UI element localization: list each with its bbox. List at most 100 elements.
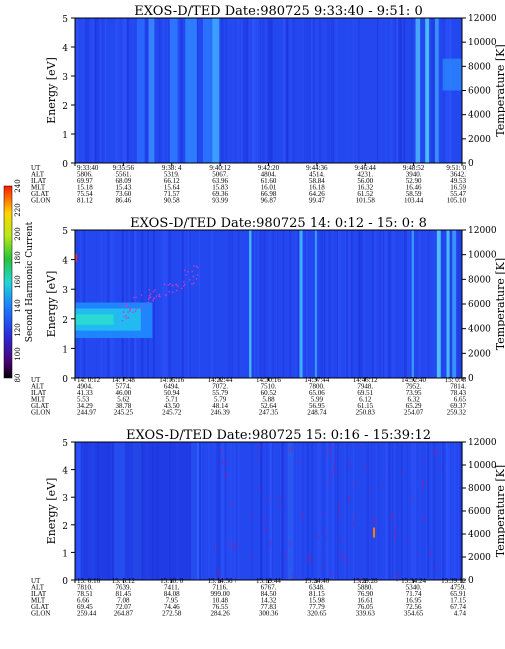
table-cell: 68.09 bbox=[116, 177, 132, 185]
heatmap-streak bbox=[297, 230, 301, 378]
table-cell: 7.95 bbox=[166, 597, 179, 605]
heatmap-streak bbox=[75, 442, 78, 580]
table-cell: 245.72 bbox=[162, 409, 182, 417]
y2-tick-label: 8000 bbox=[468, 484, 491, 494]
y2-tick-label: 4000 bbox=[468, 111, 491, 121]
heatmap-speckle bbox=[323, 548, 325, 553]
heatmap-speckle bbox=[337, 513, 339, 518]
heatmap-streak bbox=[279, 442, 282, 580]
heatmap-speckle bbox=[390, 516, 392, 521]
table-cell: 16.32 bbox=[357, 184, 373, 192]
heatmap-streak bbox=[282, 18, 286, 163]
heatmap-dot bbox=[126, 304, 128, 306]
table-cell: 3642. bbox=[450, 171, 466, 179]
heatmap-dot bbox=[168, 291, 171, 293]
y-tick-label: 3 bbox=[62, 494, 68, 504]
heatmap-streak bbox=[328, 230, 332, 378]
heatmap-dot bbox=[129, 310, 131, 312]
heatmap-streak bbox=[363, 230, 366, 378]
heatmap-dot bbox=[195, 265, 198, 268]
heatmap-streak bbox=[426, 230, 429, 378]
heatmap-streak bbox=[254, 18, 257, 163]
heatmap-streak bbox=[245, 18, 248, 163]
heatmap-streak bbox=[431, 18, 434, 163]
heatmap-speckle bbox=[340, 536, 342, 543]
table-cell: 9:33:40 bbox=[77, 164, 99, 172]
y-tick-label: 4 bbox=[62, 467, 68, 477]
table-cell: 14:22:44 bbox=[208, 376, 233, 384]
table-cell: 5340. bbox=[406, 584, 422, 592]
heatmap-streak bbox=[246, 18, 248, 163]
table-cell: 16.46 bbox=[406, 184, 422, 192]
table-cell: 272.58 bbox=[162, 610, 182, 618]
heatmap-streak bbox=[432, 230, 436, 378]
y2-tick-label: 12000 bbox=[468, 226, 497, 236]
heatmap-streak bbox=[400, 442, 403, 580]
y-tick-label: 5 bbox=[62, 15, 68, 25]
heatmap-streak bbox=[221, 442, 224, 580]
heatmap-streak bbox=[329, 18, 332, 163]
heatmap-speckle bbox=[306, 556, 308, 563]
heatmap-streak bbox=[259, 230, 263, 378]
table-cell: 15.18 bbox=[77, 184, 93, 192]
heatmap-streak bbox=[167, 18, 170, 163]
heatmap-speckle bbox=[233, 544, 235, 551]
heatmap-streak bbox=[179, 18, 183, 163]
heatmap-streak bbox=[376, 18, 379, 163]
heatmap-streak bbox=[406, 230, 410, 378]
heatmap-speckle bbox=[288, 448, 290, 452]
heatmap-streak bbox=[318, 230, 322, 378]
table-cell: 81.12 bbox=[77, 197, 93, 205]
table-cell: 7639. bbox=[116, 584, 132, 592]
heatmap-dot bbox=[125, 306, 128, 309]
heatmap-streak bbox=[260, 442, 262, 580]
table-cell: 61.52 bbox=[357, 190, 373, 198]
heatmap-streak bbox=[189, 230, 191, 378]
heatmap-streak bbox=[236, 230, 240, 378]
heatmap-streak bbox=[236, 230, 238, 378]
heatmap-dot bbox=[195, 278, 198, 280]
table-cell: 245.25 bbox=[114, 409, 134, 417]
heatmap-streak bbox=[413, 442, 415, 580]
heatmap-streak bbox=[445, 442, 449, 580]
table-cell: 46.00 bbox=[116, 389, 132, 397]
heatmap-streak bbox=[403, 230, 405, 378]
heatmap-streak bbox=[419, 442, 421, 580]
heatmap-streak bbox=[406, 442, 408, 580]
heatmap-streak bbox=[273, 230, 277, 378]
heatmap-band bbox=[415, 18, 421, 163]
heatmap-streak bbox=[165, 230, 168, 378]
heatmap-band bbox=[185, 18, 197, 163]
table-cell: 41.33 bbox=[77, 389, 93, 397]
y2-tick-label: 10000 bbox=[468, 38, 497, 48]
heatmap-streak bbox=[415, 230, 418, 378]
heatmap-speckle bbox=[267, 496, 269, 501]
heatmap-dot bbox=[177, 285, 179, 287]
panel-2: EXOS-D/TED Date:980725 14: 0:12 - 15: 0:… bbox=[31, 216, 505, 417]
heatmap-streak bbox=[260, 442, 263, 580]
heatmap-dot bbox=[134, 310, 137, 313]
table-cell: 9:35:56 bbox=[113, 164, 135, 172]
heatmap-dot bbox=[148, 289, 151, 291]
table-cell: 10.48 bbox=[212, 597, 228, 605]
heatmap-streak bbox=[127, 18, 130, 163]
y-tick-label: 5 bbox=[62, 227, 68, 237]
table-cell: 77.83 bbox=[261, 603, 277, 611]
heatmap-speckle bbox=[436, 563, 438, 570]
heatmap-streak bbox=[385, 442, 387, 580]
table-cell: 247.35 bbox=[259, 409, 279, 417]
table-cell: 63.96 bbox=[212, 177, 228, 185]
heatmap-streak bbox=[90, 442, 93, 580]
heatmap-streak bbox=[345, 230, 347, 378]
heatmap-speckle bbox=[284, 496, 286, 500]
table-row-label: MLT bbox=[31, 597, 46, 605]
heatmap-speckle bbox=[394, 533, 396, 542]
heatmap-dot bbox=[133, 296, 135, 299]
heatmap-speckle bbox=[333, 466, 335, 469]
heatmap-streak bbox=[226, 442, 229, 580]
table-cell: 15:14:56 bbox=[208, 577, 233, 585]
heatmap-streak bbox=[233, 442, 236, 580]
y-tick-label: 5 bbox=[62, 439, 68, 449]
heatmap-streak bbox=[441, 442, 445, 580]
